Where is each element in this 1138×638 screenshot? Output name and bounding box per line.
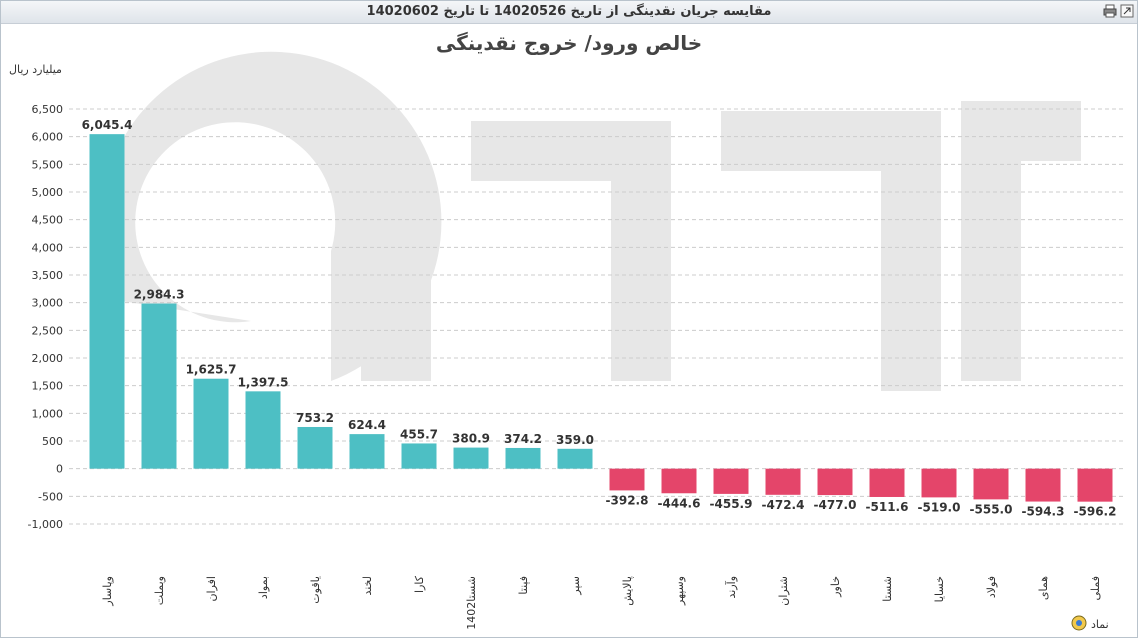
x-tick-label: شستا1402 bbox=[465, 576, 478, 630]
bar-value-label: 2,984.3 bbox=[134, 288, 185, 302]
bar[interactable] bbox=[869, 468, 905, 497]
bar-value-label: -555.0 bbox=[970, 502, 1013, 516]
x-tick-label: وبملت bbox=[153, 576, 166, 605]
watermark-logo bbox=[101, 51, 1081, 391]
x-axis-name: نماد bbox=[1091, 618, 1109, 631]
y-tick-label: 0 bbox=[56, 463, 63, 476]
chart-title: خالص ورود/ خروج نقدینگی bbox=[435, 31, 703, 55]
bar-value-label: 1,625.7 bbox=[186, 363, 237, 377]
bar-value-label: -511.6 bbox=[866, 500, 909, 514]
y-tick-label: 4,000 bbox=[32, 241, 64, 254]
bar-value-label: -392.8 bbox=[606, 493, 649, 507]
x-tick-label: خاور bbox=[829, 576, 842, 598]
bar[interactable] bbox=[765, 468, 801, 495]
bar-value-label: -519.0 bbox=[918, 500, 961, 514]
x-tick-label: پالایش bbox=[621, 576, 634, 606]
x-tick-label: وپاسار bbox=[101, 576, 114, 607]
x-tick-label: فپنتا bbox=[517, 576, 530, 595]
bar[interactable] bbox=[401, 443, 437, 469]
x-tick-label: وسپهر bbox=[673, 576, 686, 606]
bar[interactable] bbox=[89, 134, 125, 469]
y-tick-label: 2,000 bbox=[32, 352, 64, 365]
bar-value-label: 1,397.5 bbox=[238, 375, 289, 389]
x-tick-label: لخند bbox=[361, 576, 374, 596]
bar[interactable] bbox=[609, 468, 645, 491]
print-icon[interactable] bbox=[1103, 4, 1117, 18]
y-tick-label: 1,000 bbox=[32, 407, 64, 420]
bar-value-label: 624.4 bbox=[348, 418, 386, 432]
y-tick-label: 3,000 bbox=[32, 297, 64, 310]
bar[interactable] bbox=[505, 447, 541, 469]
expand-icon[interactable] bbox=[1120, 4, 1134, 18]
y-tick-label: 6,000 bbox=[32, 131, 64, 144]
bar-value-label: -477.0 bbox=[814, 498, 857, 512]
bar[interactable] bbox=[921, 468, 957, 498]
bar[interactable] bbox=[453, 447, 489, 469]
x-tick-label: شستا bbox=[881, 576, 894, 602]
bar[interactable] bbox=[141, 303, 177, 469]
bar-value-label: -596.2 bbox=[1074, 505, 1117, 519]
window-titlebar: مقایسه جریان نقدینگی از تاریخ 14020526 ت… bbox=[1, 1, 1137, 24]
x-tick-label: فملی bbox=[1089, 576, 1102, 600]
bar-value-label: 455.7 bbox=[400, 427, 438, 441]
bar-value-label: 380.9 bbox=[452, 432, 490, 446]
y-tick-label: 2,500 bbox=[32, 324, 64, 337]
bar-value-label: 374.2 bbox=[504, 432, 542, 446]
x-tick-label: بمواد bbox=[257, 576, 270, 599]
bar-value-label: -594.3 bbox=[1022, 505, 1065, 519]
window-title: مقایسه جریان نقدینگی از تاریخ 14020526 ت… bbox=[366, 4, 772, 19]
bar[interactable] bbox=[713, 468, 749, 494]
bar[interactable] bbox=[1077, 468, 1113, 502]
bar-value-label: -455.9 bbox=[710, 497, 753, 511]
x-tick-label: افران bbox=[205, 576, 218, 602]
y-tick-label: 5,000 bbox=[32, 186, 64, 199]
symbol-legend-icon[interactable] bbox=[1071, 615, 1087, 631]
y-tick-label: 4,500 bbox=[32, 214, 64, 227]
y-tick-label: 500 bbox=[42, 435, 63, 448]
x-tick-label: یاقوت bbox=[309, 576, 322, 604]
x-tick-label: خسایا bbox=[933, 576, 946, 602]
x-tick-label: شتران bbox=[777, 576, 790, 606]
x-tick-label: فولاد bbox=[985, 576, 998, 598]
bar[interactable] bbox=[193, 378, 229, 469]
bar[interactable] bbox=[1025, 468, 1061, 502]
y-tick-label: 3,500 bbox=[32, 269, 64, 282]
y-tick-label: -1,000 bbox=[28, 518, 63, 531]
bar-value-label: -472.4 bbox=[762, 498, 805, 512]
y-axis-unit-label: میلیارد ریال bbox=[9, 63, 62, 76]
bar-value-label: 359.0 bbox=[556, 433, 594, 447]
bar-value-label: 6,045.4 bbox=[82, 118, 133, 132]
y-tick-label: 1,500 bbox=[32, 380, 64, 393]
bar[interactable] bbox=[349, 434, 385, 469]
bar[interactable] bbox=[557, 448, 593, 469]
y-tick-label: -500 bbox=[38, 490, 63, 503]
bar-value-label: 753.2 bbox=[296, 411, 334, 425]
x-tick-label: وآرند bbox=[724, 576, 738, 599]
bar[interactable] bbox=[973, 468, 1009, 500]
x-tick-label: کارا bbox=[413, 575, 426, 593]
y-tick-label: 5,500 bbox=[32, 158, 64, 171]
bar[interactable] bbox=[245, 391, 281, 469]
y-tick-label: 6,500 bbox=[32, 103, 64, 116]
bar[interactable] bbox=[661, 468, 697, 494]
bar[interactable] bbox=[817, 468, 853, 496]
x-tick-label: سپر bbox=[569, 576, 582, 596]
bar-value-label: -444.6 bbox=[658, 496, 701, 510]
bar[interactable] bbox=[297, 426, 333, 469]
x-tick-label: همای bbox=[1037, 576, 1050, 600]
